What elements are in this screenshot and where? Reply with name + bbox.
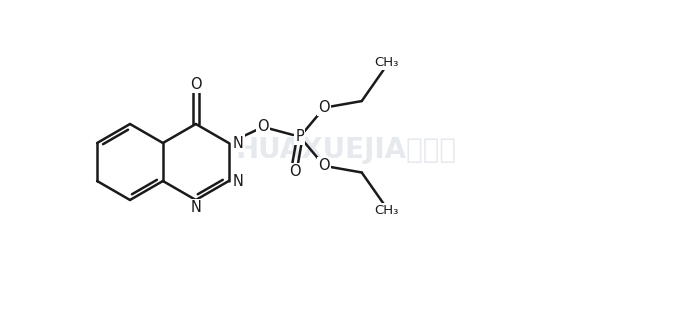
Text: O: O: [190, 77, 202, 92]
Text: CH₃: CH₃: [374, 204, 398, 217]
Text: N: N: [191, 201, 201, 215]
Text: O: O: [319, 100, 330, 115]
Text: O: O: [319, 158, 330, 173]
Text: P: P: [295, 129, 304, 144]
Text: CH₃: CH₃: [374, 56, 398, 69]
Text: N: N: [233, 173, 244, 188]
Text: O: O: [257, 119, 269, 134]
Text: O: O: [289, 164, 301, 179]
Text: HUAXUEJIA化学加: HUAXUEJIA化学加: [236, 136, 457, 164]
Text: N: N: [233, 135, 244, 150]
